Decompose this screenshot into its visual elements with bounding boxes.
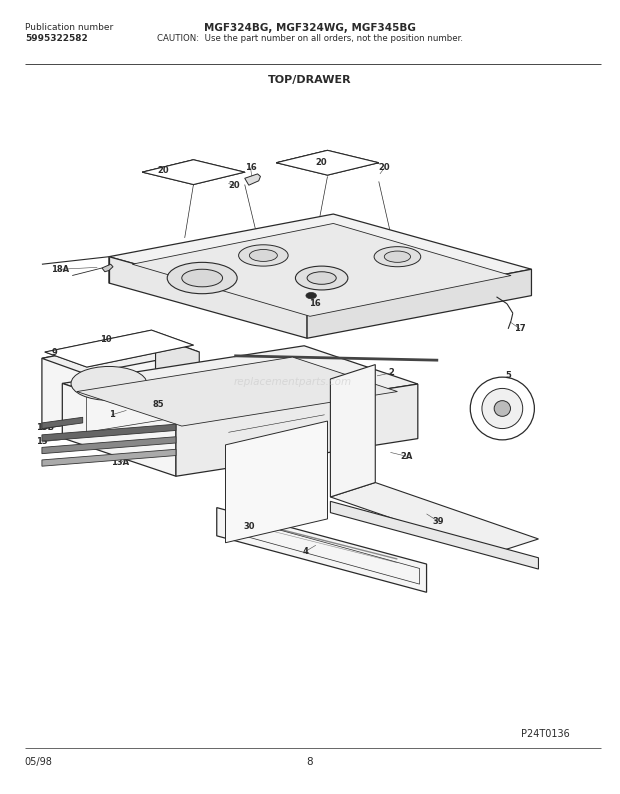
Text: 18A: 18A [51, 264, 69, 274]
Polygon shape [330, 364, 375, 497]
Text: 9: 9 [52, 348, 58, 357]
Text: 20: 20 [379, 163, 391, 172]
Polygon shape [217, 507, 427, 592]
Ellipse shape [239, 245, 288, 266]
Text: 85: 85 [153, 399, 164, 409]
Polygon shape [77, 357, 397, 426]
Text: 05/98: 05/98 [25, 757, 53, 767]
Text: 2A: 2A [400, 452, 412, 461]
Ellipse shape [167, 262, 237, 294]
Text: 16: 16 [245, 163, 257, 172]
Text: 16: 16 [309, 299, 321, 308]
Polygon shape [109, 214, 531, 312]
Text: CAUTION:  Use the part number on all orders, not the position number.: CAUTION: Use the part number on all orde… [157, 34, 463, 43]
Polygon shape [226, 421, 327, 543]
Polygon shape [245, 174, 260, 185]
Polygon shape [62, 384, 176, 476]
Polygon shape [132, 223, 511, 316]
Text: 39: 39 [433, 517, 444, 526]
Polygon shape [276, 150, 379, 175]
Text: 2: 2 [389, 368, 394, 377]
Text: replacementparts.com: replacementparts.com [234, 377, 352, 387]
Ellipse shape [306, 292, 316, 299]
Text: 20: 20 [316, 158, 327, 167]
Text: 20: 20 [157, 166, 169, 175]
Text: TOP/DRAWER: TOP/DRAWER [268, 75, 352, 86]
Text: 5995322582: 5995322582 [25, 34, 87, 43]
Polygon shape [156, 337, 199, 423]
Ellipse shape [71, 367, 147, 400]
Polygon shape [42, 424, 176, 441]
Text: 20: 20 [228, 181, 240, 191]
Text: 8: 8 [307, 757, 313, 767]
Text: P24T0136: P24T0136 [521, 730, 570, 739]
Polygon shape [307, 269, 531, 338]
Text: 10: 10 [100, 335, 112, 344]
Ellipse shape [384, 251, 410, 262]
Text: 1: 1 [109, 410, 115, 419]
Ellipse shape [470, 377, 534, 440]
Polygon shape [102, 264, 113, 272]
Ellipse shape [482, 388, 523, 429]
Polygon shape [42, 449, 176, 466]
Text: 30: 30 [243, 522, 255, 531]
Ellipse shape [494, 401, 510, 416]
Polygon shape [176, 384, 418, 476]
Ellipse shape [296, 266, 348, 290]
Polygon shape [142, 160, 245, 184]
Polygon shape [62, 345, 418, 422]
Text: 13: 13 [36, 437, 48, 446]
Text: 13B: 13B [36, 423, 54, 432]
Polygon shape [42, 337, 156, 430]
Text: 13A: 13A [112, 458, 130, 467]
Text: 17: 17 [514, 324, 526, 333]
Polygon shape [42, 418, 82, 429]
Polygon shape [330, 483, 538, 553]
Ellipse shape [249, 249, 277, 261]
Ellipse shape [307, 272, 336, 284]
Text: 5: 5 [505, 372, 511, 380]
Ellipse shape [182, 269, 223, 287]
Polygon shape [109, 256, 307, 338]
Text: 4: 4 [303, 547, 308, 556]
Polygon shape [42, 337, 199, 374]
Polygon shape [45, 330, 193, 367]
Text: Publication number: Publication number [25, 23, 113, 32]
Ellipse shape [374, 247, 421, 267]
Text: MGF324BG, MGF324WG, MGF345BG: MGF324BG, MGF324WG, MGF345BG [204, 23, 416, 33]
Polygon shape [42, 437, 176, 453]
Polygon shape [330, 501, 538, 569]
